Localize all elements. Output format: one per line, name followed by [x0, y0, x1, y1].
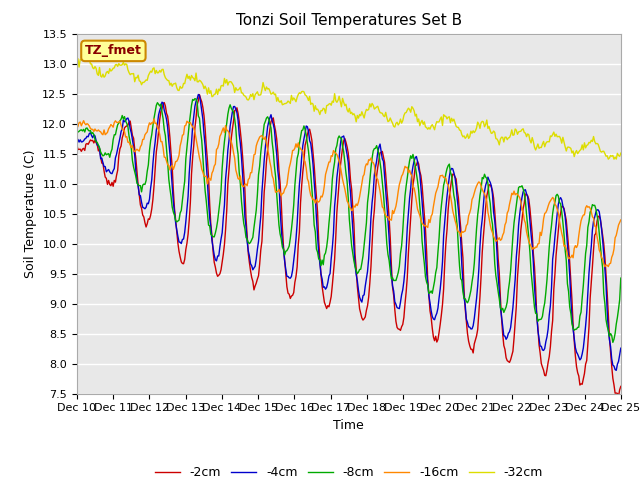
-8cm	[474, 212, 481, 217]
Legend: -2cm, -4cm, -8cm, -16cm, -32cm: -2cm, -4cm, -8cm, -16cm, -32cm	[150, 461, 548, 480]
-8cm	[191, 96, 199, 102]
-4cm	[195, 92, 202, 97]
-2cm	[568, 297, 576, 303]
-16cm	[303, 176, 311, 181]
-16cm	[73, 126, 81, 132]
-2cm	[196, 92, 204, 97]
-2cm	[378, 148, 386, 154]
-8cm	[243, 237, 251, 242]
-16cm	[568, 252, 576, 258]
-2cm	[474, 326, 481, 332]
-32cm	[80, 52, 88, 58]
-4cm	[303, 124, 311, 130]
-2cm	[303, 132, 311, 138]
-4cm	[568, 315, 576, 321]
-4cm	[474, 283, 481, 288]
Line: -32cm: -32cm	[77, 55, 621, 159]
-2cm	[614, 394, 622, 399]
Line: -2cm: -2cm	[77, 95, 621, 396]
Title: Tonzi Soil Temperatures Set B: Tonzi Soil Temperatures Set B	[236, 13, 462, 28]
-2cm	[73, 142, 81, 147]
-32cm	[604, 156, 612, 162]
-32cm	[617, 150, 625, 156]
-16cm	[617, 217, 625, 223]
-16cm	[378, 204, 386, 210]
-8cm	[404, 166, 412, 171]
Line: -16cm: -16cm	[77, 119, 621, 267]
-16cm	[150, 116, 158, 122]
-32cm	[303, 95, 311, 100]
Y-axis label: Soil Temperature (C): Soil Temperature (C)	[24, 149, 36, 278]
-16cm	[474, 180, 481, 186]
-32cm	[73, 58, 81, 63]
-32cm	[568, 150, 576, 156]
X-axis label: Time: Time	[333, 419, 364, 432]
-32cm	[404, 105, 412, 111]
-8cm	[617, 275, 625, 281]
-32cm	[243, 97, 251, 103]
-4cm	[612, 368, 620, 373]
-8cm	[73, 129, 81, 134]
-16cm	[404, 170, 412, 176]
-8cm	[609, 339, 617, 345]
-16cm	[601, 264, 609, 270]
-32cm	[378, 110, 386, 116]
-4cm	[243, 239, 251, 244]
-16cm	[243, 183, 251, 189]
-2cm	[404, 250, 412, 256]
-4cm	[73, 135, 81, 141]
-2cm	[243, 232, 251, 238]
-4cm	[404, 210, 412, 216]
-8cm	[378, 179, 386, 185]
Text: TZ_fmet: TZ_fmet	[85, 44, 142, 58]
Line: -4cm: -4cm	[77, 95, 621, 371]
-2cm	[617, 384, 625, 389]
-4cm	[378, 156, 386, 162]
-8cm	[568, 321, 576, 327]
-8cm	[303, 140, 311, 146]
Line: -8cm: -8cm	[77, 99, 621, 342]
-4cm	[617, 345, 625, 351]
-32cm	[474, 119, 481, 125]
